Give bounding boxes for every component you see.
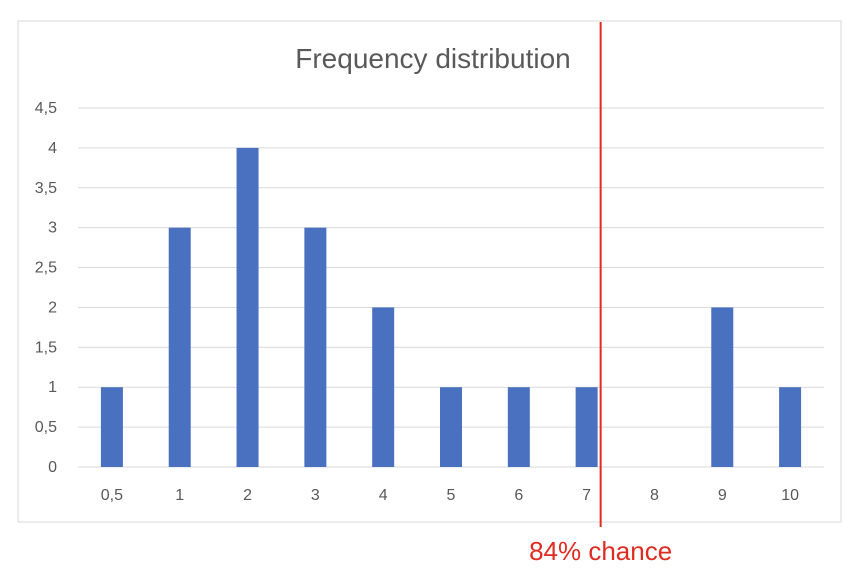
y-tick-label: 1 bbox=[48, 379, 57, 396]
x-tick-label: 10 bbox=[781, 487, 799, 504]
y-axis-ticks: 0 0,5 1 1,5 2 2,5 3 3,5 4 4,5 bbox=[35, 100, 57, 476]
x-tick-label: 3 bbox=[311, 487, 320, 504]
bar bbox=[168, 227, 191, 467]
x-axis-ticks: 0,5 1 2 3 4 5 6 7 8 9 10 bbox=[101, 487, 799, 504]
x-tick-label: 7 bbox=[582, 487, 591, 504]
x-tick-label: 0,5 bbox=[101, 487, 123, 504]
x-tick-label: 6 bbox=[514, 487, 523, 504]
y-tick-label: 2 bbox=[48, 299, 57, 316]
bar bbox=[779, 387, 802, 467]
bars bbox=[100, 147, 802, 467]
bar bbox=[440, 387, 462, 467]
chart-frame bbox=[17, 20, 842, 523]
x-tick-label: 1 bbox=[175, 487, 184, 504]
bar bbox=[304, 227, 327, 467]
bar bbox=[372, 307, 395, 467]
x-tick-label: 9 bbox=[718, 487, 727, 504]
y-tick-label: 0,5 bbox=[35, 419, 57, 436]
chart-title: Frequency distribution bbox=[295, 43, 570, 74]
bar bbox=[711, 307, 734, 467]
y-tick-label: 0 bbox=[48, 459, 57, 476]
x-tick-label: 4 bbox=[379, 487, 388, 504]
y-tick-label: 3,5 bbox=[35, 180, 57, 197]
x-tick-label: 8 bbox=[650, 487, 659, 504]
bar bbox=[507, 387, 530, 467]
x-tick-label: 5 bbox=[447, 487, 456, 504]
y-tick-label: 3 bbox=[48, 220, 57, 237]
x-tick-label: 2 bbox=[243, 487, 252, 504]
y-tick-label: 4,5 bbox=[35, 100, 57, 117]
bar bbox=[236, 147, 259, 467]
bar bbox=[100, 387, 123, 467]
bar bbox=[575, 387, 598, 467]
chance-annotation: 84% chance bbox=[529, 536, 672, 566]
gridlines bbox=[78, 107, 824, 468]
y-tick-label: 1,5 bbox=[35, 339, 57, 356]
y-tick-label: 4 bbox=[48, 140, 57, 157]
y-tick-label: 2,5 bbox=[35, 260, 57, 277]
